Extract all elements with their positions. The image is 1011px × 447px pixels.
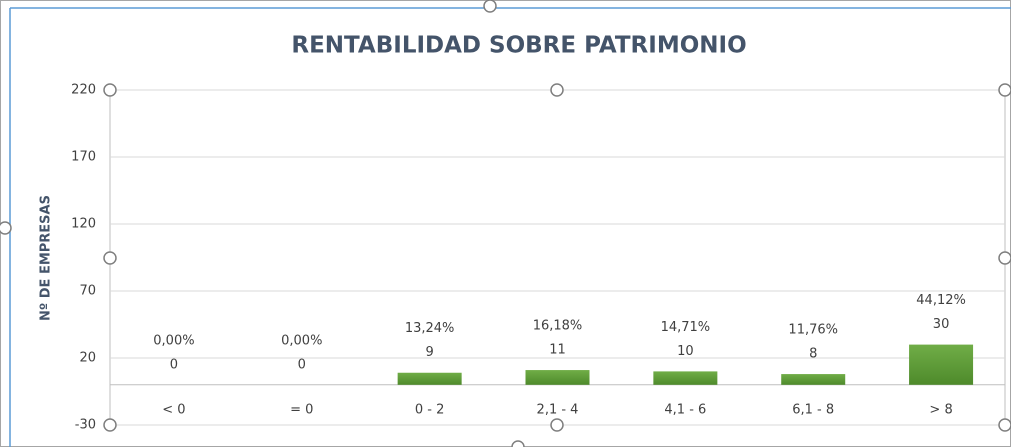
- data-label: 10: [677, 344, 694, 359]
- data-label: 0: [298, 357, 306, 372]
- bar: [525, 370, 590, 385]
- handle: [103, 251, 117, 265]
- handle: [998, 83, 1011, 97]
- y-tick-label: 220: [71, 83, 96, 98]
- data-label: 30: [933, 317, 950, 332]
- x-tick-label: = 0: [290, 403, 313, 418]
- x-tick-label: 6,1 - 8: [792, 403, 834, 418]
- data-label: 9: [426, 345, 434, 360]
- bar: [653, 371, 718, 385]
- data-label: 8: [809, 347, 817, 362]
- data-label: 11: [549, 343, 566, 358]
- handle: [550, 418, 564, 432]
- y-axis-label: Nº DE EMPRESAS: [39, 195, 54, 321]
- share-label: 16,18%: [533, 319, 583, 334]
- y-tick-label: 170: [71, 150, 96, 165]
- x-tick-label: 2,1 - 4: [537, 403, 579, 418]
- handle: [998, 251, 1011, 265]
- y-tick-label: 20: [79, 351, 96, 366]
- share-label: 0,00%: [153, 333, 194, 348]
- handle: [0, 221, 12, 235]
- handle: [103, 83, 117, 97]
- share-label: 11,76%: [788, 323, 838, 338]
- handle: [103, 418, 117, 432]
- y-tick-label: 70: [79, 284, 96, 299]
- bar: [781, 374, 846, 385]
- handle: [998, 418, 1011, 432]
- share-label: 44,12%: [916, 293, 966, 308]
- x-tick-label: 0 - 2: [415, 403, 445, 418]
- share-label: 0,00%: [281, 333, 322, 348]
- y-tick-label: -30: [75, 418, 96, 433]
- x-tick-label: > 8: [929, 403, 952, 418]
- x-tick-label: < 0: [162, 403, 185, 418]
- y-tick-label: 120: [71, 217, 96, 232]
- handle: [483, 0, 497, 13]
- share-label: 14,71%: [661, 320, 711, 335]
- share-label: 13,24%: [405, 321, 455, 336]
- bar: [909, 344, 974, 385]
- x-tick-label: 4,1 - 6: [664, 403, 706, 418]
- handle: [550, 83, 564, 97]
- data-label: 0: [170, 357, 178, 372]
- handle: [511, 440, 525, 447]
- chart-title: RENTABILIDAD SOBRE PATRIMONIO: [291, 33, 746, 59]
- bar: [397, 372, 462, 385]
